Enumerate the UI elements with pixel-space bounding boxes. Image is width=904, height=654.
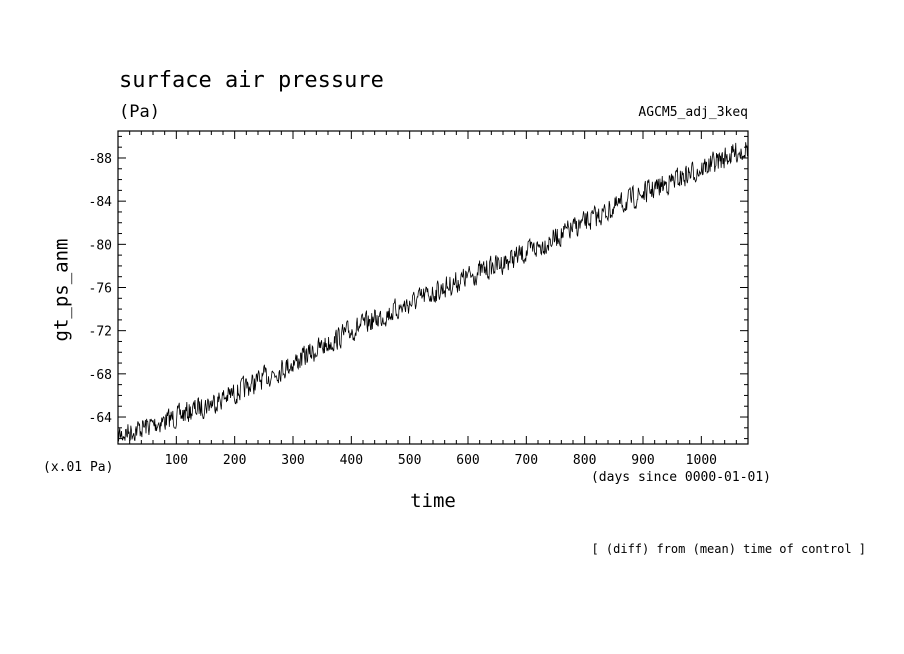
run-label: AGCM5_adj_3keq	[638, 105, 748, 120]
x-axis-units: (days since 0000-01-01)	[590, 470, 771, 485]
y-tick-label: -84	[89, 195, 113, 210]
y-tick-label: -64	[89, 411, 113, 426]
x-tick-label: 200	[223, 453, 246, 468]
y-tick-label: -80	[89, 238, 112, 253]
x-tick-label: 900	[631, 453, 654, 468]
y-tick-label: -76	[89, 282, 112, 297]
x-tick-label: 800	[573, 453, 596, 468]
x-tick-label: 100	[165, 453, 188, 468]
y-tick-label: -72	[89, 325, 112, 340]
x-tick-label: 500	[398, 453, 421, 468]
chart-title: surface air pressure	[119, 68, 384, 93]
x-tick-label: 600	[456, 453, 479, 468]
chart-note: [ (diff) from (mean) time of control ]	[591, 542, 866, 556]
x-tick-label: 700	[515, 453, 538, 468]
y-scale-note: (x.01 Pa)	[43, 460, 114, 475]
chart-units: (Pa)	[119, 102, 160, 122]
x-axis-label: time	[410, 490, 456, 512]
plot-frame	[117, 130, 749, 445]
series-line	[117, 142, 749, 442]
y-tick-label: -68	[89, 368, 112, 383]
x-tick-label: 400	[340, 453, 363, 468]
y-tick-label: -88	[89, 152, 112, 167]
x-tick-label: 1000	[686, 453, 717, 468]
x-tick-label: 300	[281, 453, 304, 468]
